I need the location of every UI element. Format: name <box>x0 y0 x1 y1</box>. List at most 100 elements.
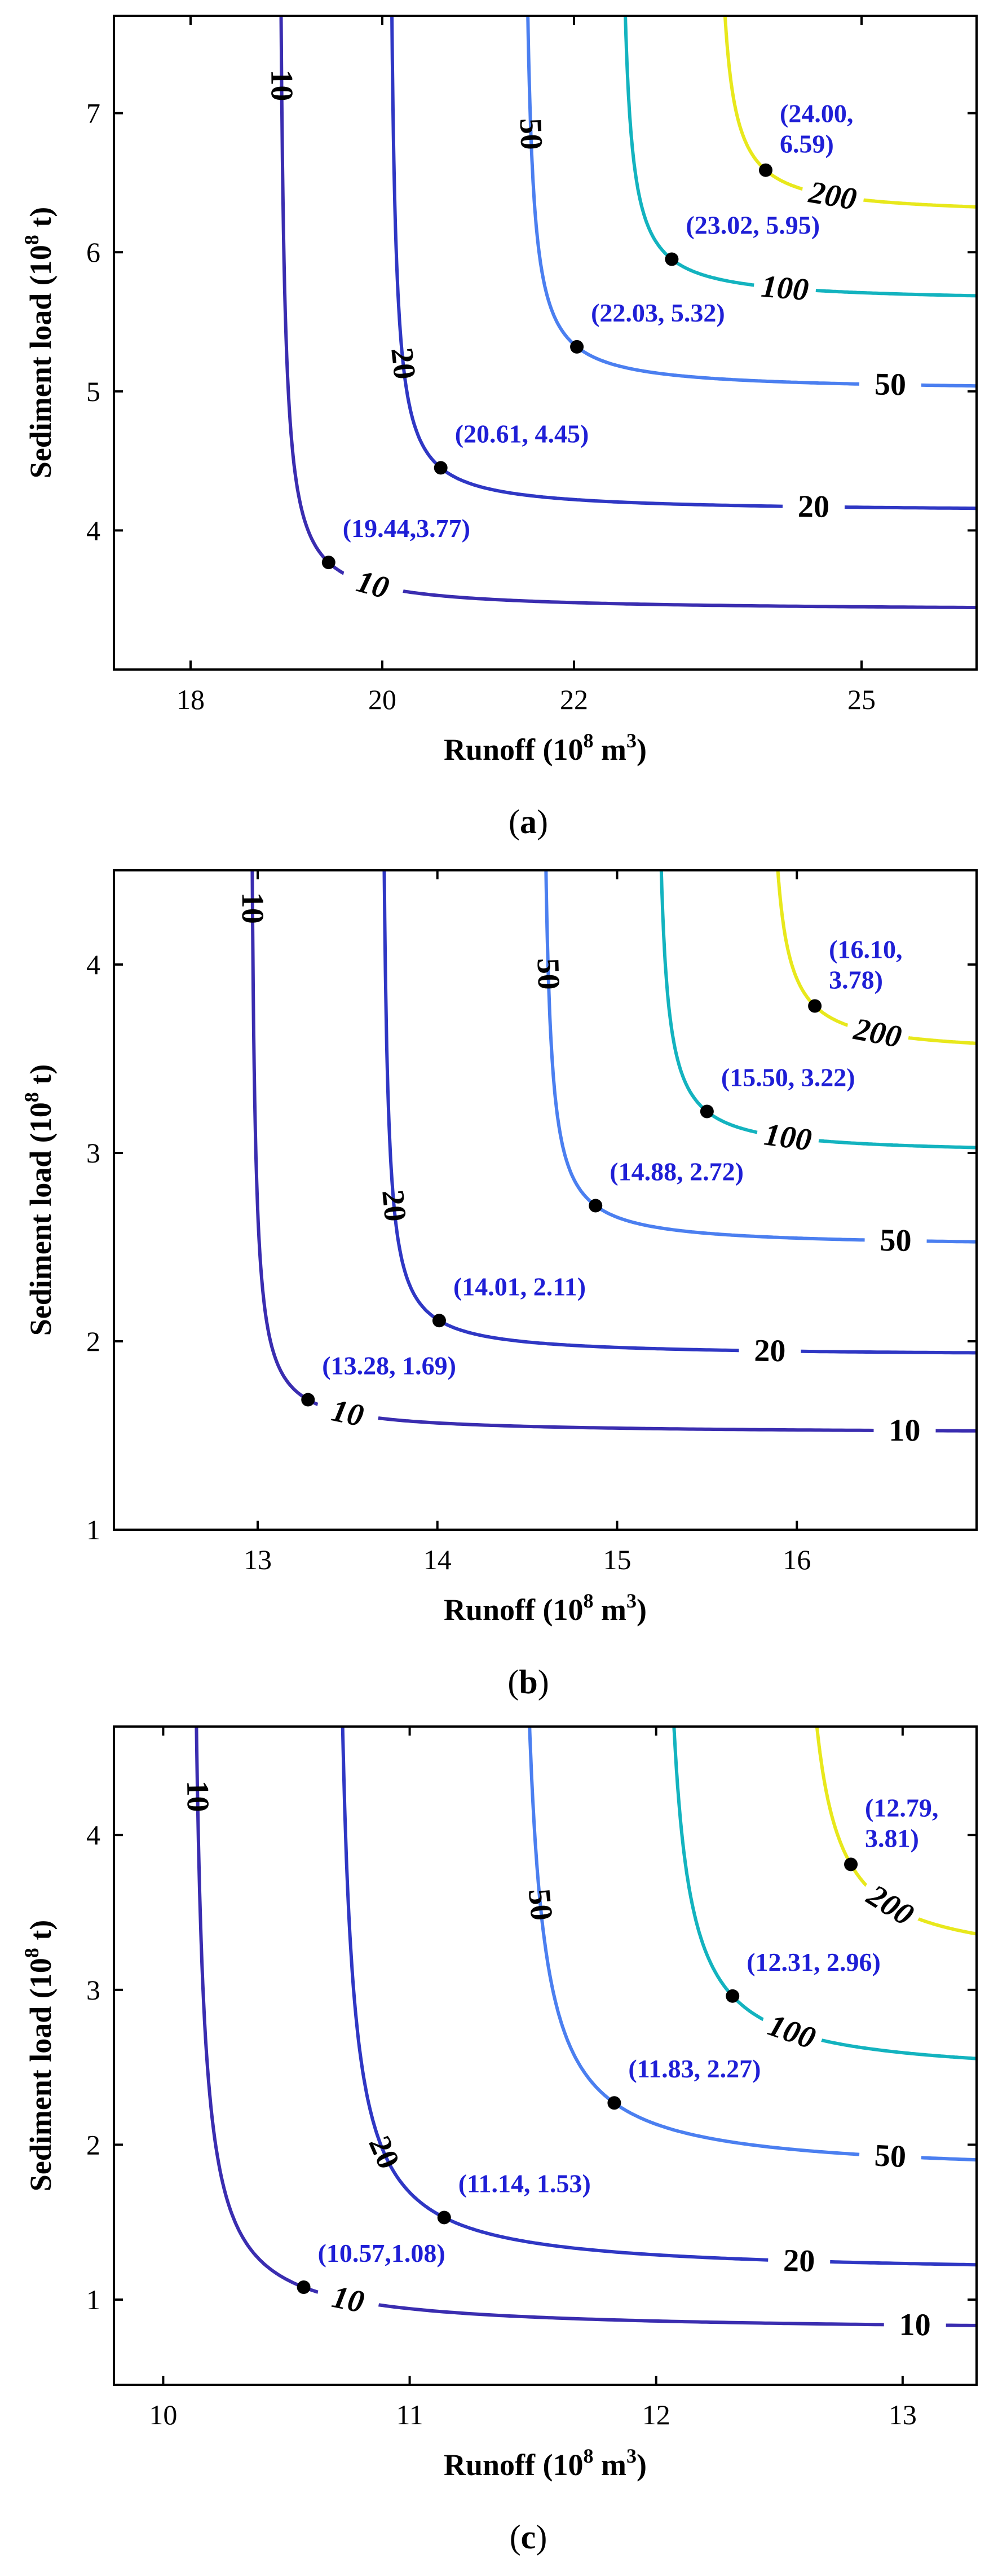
contour-label-gap <box>338 561 407 609</box>
point-annotation-50: (14.88, 2.72) <box>610 1157 744 1186</box>
contour-label-100: 100 <box>760 269 810 308</box>
contour-label-100: 100 <box>762 1117 814 1157</box>
x-tick-label: 25 <box>847 684 876 715</box>
contour-line-100 <box>672 1727 977 2060</box>
point-marker-10 <box>297 2280 311 2295</box>
contour-label-50: 50 <box>874 367 906 402</box>
point-annotation-20: (20.61, 4.45) <box>455 419 589 448</box>
y-tick-label: 5 <box>86 376 100 407</box>
plot-frame <box>113 869 978 1531</box>
point-annotation-200: (24.00, 6.59) <box>780 99 853 158</box>
contour-label-gap <box>884 2309 947 2341</box>
y-tick-label: 2 <box>86 2129 100 2160</box>
y-axis-label: Sediment load (108 t) <box>20 1920 58 2192</box>
contour-label-gap <box>855 1875 925 1935</box>
contour-label-50: 50 <box>880 1223 912 1258</box>
y-tick-label: 3 <box>86 1137 100 1169</box>
x-tick-label: 18 <box>176 684 205 715</box>
panel-label: (b) <box>507 1663 549 1701</box>
contour-label-20: 20 <box>754 1333 786 1369</box>
contour-label-10-vertical: 10 <box>235 892 270 924</box>
contour-group <box>195 1727 977 2327</box>
point-marker-50 <box>607 2096 621 2110</box>
point-annotation-100: (15.50, 3.22) <box>721 1063 855 1092</box>
point-marker-10 <box>301 1393 315 1407</box>
contour-label-gap <box>767 2244 831 2278</box>
point-marker-200 <box>759 163 772 177</box>
contour-line-10 <box>250 870 977 1433</box>
point-marker-200 <box>808 999 822 1013</box>
contour-label-gap <box>752 270 818 307</box>
contour-label-gap <box>313 1392 381 1435</box>
x-tick-label: 14 <box>423 1544 452 1575</box>
x-axis-label: Runoff (108 m3) <box>444 1589 647 1627</box>
point-marker-20 <box>434 461 448 475</box>
contour-label-10-right: 10 <box>899 2308 931 2343</box>
y-tick-label: 4 <box>86 1819 100 1851</box>
point-annotation-200: (16.10, 3.78) <box>829 935 902 994</box>
x-tick-label: 20 <box>368 684 396 715</box>
contour-label-50-vertical: 50 <box>522 1887 559 1922</box>
x-tick-label: 12 <box>642 2399 670 2430</box>
point-annotation-20: (11.14, 1.53) <box>458 2169 591 2198</box>
y-tick-label: 4 <box>86 949 100 980</box>
x-tick-label: 13 <box>889 2399 917 2430</box>
contour-label-gap <box>800 175 866 217</box>
point-annotation-10: (19.44,3.77) <box>343 514 470 543</box>
point-annotation-100: (12.31, 2.96) <box>747 1948 881 1976</box>
contour-label-20: 20 <box>798 489 830 525</box>
y-tick-label: 3 <box>86 1974 100 2006</box>
point-marker-10 <box>321 556 335 570</box>
point-annotation-200: (12.79, 3.81) <box>865 1793 938 1852</box>
x-tick-label: 13 <box>244 1544 272 1575</box>
contour-label-gap <box>782 490 845 523</box>
x-tick-label: 15 <box>603 1544 632 1575</box>
contour-label-10: 10 <box>329 2279 367 2320</box>
x-axis-label: Runoff (108 m3) <box>444 729 647 767</box>
y-axis-label: Sediment load (108 t) <box>20 207 58 479</box>
point-marker-20 <box>437 2210 451 2225</box>
y-tick-label: 1 <box>86 1514 100 1545</box>
contour-label-10-right: 10 <box>889 1413 920 1448</box>
contour-label-10-vertical: 10 <box>180 1780 215 1812</box>
contour-line-10 <box>279 16 977 609</box>
contour-label-20-vertical: 20 <box>375 1188 413 1223</box>
contour-label-20: 20 <box>783 2243 815 2279</box>
contour-label-20-vertical: 20 <box>384 346 422 381</box>
contour-label-50: 50 <box>873 2138 907 2174</box>
y-tick-label: 4 <box>86 514 100 546</box>
x-tick-label: 16 <box>783 1544 811 1575</box>
y-tick-label: 6 <box>86 236 100 268</box>
point-annotation-10: (13.28, 1.69) <box>322 1351 456 1380</box>
contour-label-50-vertical: 50 <box>513 117 549 150</box>
contour-line-10 <box>195 1727 977 2327</box>
panel-label: (c) <box>510 2518 547 2556</box>
x-tick-label: 22 <box>560 684 588 715</box>
contour-line-50 <box>528 1727 977 2162</box>
contour-label-gap <box>873 1414 936 1447</box>
point-annotation-100: (23.02, 5.95) <box>686 211 820 240</box>
point-marker-50 <box>589 1199 603 1213</box>
contour-label-gap <box>864 1224 928 1257</box>
y-tick-label: 7 <box>86 98 100 129</box>
panel-label: (a) <box>509 803 548 840</box>
point-annotation-10: (10.57,1.08) <box>318 2239 445 2267</box>
contour-label-20-vertical: 20 <box>361 2131 406 2174</box>
x-tick-label: 10 <box>149 2399 177 2430</box>
y-axis-label: Sediment load (108 t) <box>20 1064 58 1336</box>
y-tick-label: 1 <box>86 2284 100 2315</box>
contour-label-gap <box>739 1335 801 1367</box>
contour-label-50-vertical: 50 <box>531 958 567 990</box>
contour-label-200: 200 <box>851 1011 904 1055</box>
point-marker-20 <box>432 1314 446 1328</box>
point-marker-100 <box>665 252 679 266</box>
point-annotation-50: (11.83, 2.27) <box>628 2054 761 2083</box>
y-tick-label: 2 <box>86 1326 100 1357</box>
point-annotation-20: (14.01, 2.11) <box>453 1272 586 1301</box>
plot-frame <box>113 1725 978 2386</box>
plot-frame <box>113 15 978 671</box>
contour-label-gap <box>859 368 922 401</box>
panel-b: 10 10 10 (13.28, 1.69) 20 20 (14.01, 2.11) 50 50… <box>20 869 978 1701</box>
